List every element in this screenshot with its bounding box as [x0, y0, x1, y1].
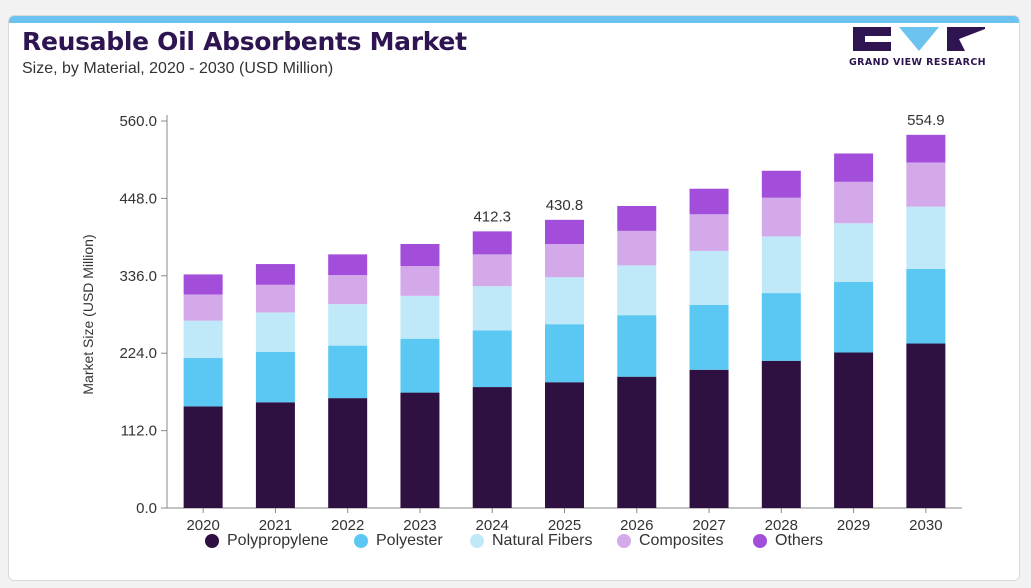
bar-segment-polyester-2024	[472, 330, 512, 388]
bar-segment-composites-2020	[183, 294, 223, 321]
legend-label: Polyester	[376, 532, 443, 549]
bar-segment-others-2027	[689, 188, 729, 215]
bar-segment-polypropylene-2023	[400, 392, 440, 508]
bar-segment-natural-fibers-2025	[545, 277, 584, 325]
bar-segment-natural-fibers-2021	[255, 312, 295, 352]
x-tick-label: 2030	[909, 517, 942, 534]
bar-segment-polypropylene-2028	[761, 360, 801, 508]
bar-segment-natural-fibers-2024	[472, 286, 512, 331]
y-tick-label: 560.0	[119, 113, 157, 130]
bar-segment-polypropylene-2021	[255, 402, 295, 508]
y-tick-label: 0.0	[136, 500, 157, 517]
chart-legend: Polypropylene Polyester Natural Fibers Comp…	[0, 530, 1031, 554]
legend-label: Composites	[639, 532, 724, 549]
legend-label: Others	[775, 532, 824, 549]
legend-label: Polypropylene	[227, 532, 329, 549]
bar-segment-composites-2030	[906, 162, 946, 207]
bar-segment-polyester-2028	[761, 293, 801, 361]
bar-segment-natural-fibers-2029	[834, 223, 874, 283]
bar-segment-others-2023	[400, 244, 440, 267]
bar-segment-composites-2024	[472, 254, 512, 287]
bar-segment-composites-2026	[617, 230, 657, 266]
y-tick-label: 224.0	[119, 345, 157, 362]
y-tick-label: 112.0	[121, 423, 157, 440]
bar-segment-composites-2023	[400, 266, 440, 296]
x-tick-label: 2021	[259, 517, 292, 534]
bar-segment-polyester-2026	[617, 315, 657, 377]
legend-swatch	[470, 534, 484, 548]
bar-segment-polypropylene-2025	[545, 382, 584, 508]
x-tick-label: 2022	[331, 517, 364, 534]
x-tick-label: 2028	[765, 517, 798, 534]
bar-segment-polyester-2023	[400, 338, 440, 393]
x-tick-label: 2020	[186, 517, 219, 534]
bar-segment-polyester-2025	[545, 324, 584, 383]
bar-segment-natural-fibers-2027	[689, 250, 729, 305]
logo-text: GRAND VIEW RESEARCH	[848, 57, 987, 68]
bar-segment-others-2024	[472, 231, 512, 255]
bar-segment-composites-2028	[761, 197, 801, 237]
total-label-2025: 430.8	[546, 197, 584, 214]
x-tick-label: 2029	[837, 517, 870, 534]
legend-item-others: Others	[753, 530, 823, 552]
accent-bar	[9, 16, 1019, 23]
chart-title: Reusable Oil Absorbents Market	[22, 27, 467, 56]
bar-segment-others-2025	[545, 219, 584, 245]
grand-view-research-logo: GRAND VIEW RESEARCH	[845, 27, 990, 89]
bar-segment-polyester-2030	[906, 268, 946, 344]
bar-segment-polyester-2022	[328, 345, 368, 399]
legend-swatch	[617, 534, 631, 548]
total-label-2030: 554.9	[907, 112, 945, 129]
legend-swatch	[753, 534, 767, 548]
bar-segment-composites-2025	[545, 244, 584, 278]
bar-segment-composites-2021	[255, 284, 295, 313]
bar-segment-polypropylene-2029	[834, 352, 874, 508]
bar-segment-polypropylene-2027	[689, 369, 729, 508]
x-tick-label: 2023	[403, 517, 436, 534]
y-tick-label: 336.0	[119, 268, 157, 285]
bar-segment-polyester-2021	[255, 351, 295, 403]
bar-segment-natural-fibers-2020	[183, 320, 223, 359]
legend-item-polyester: Polyester	[354, 530, 443, 552]
bar-segment-natural-fibers-2022	[328, 304, 368, 346]
bar-segment-natural-fibers-2028	[761, 236, 801, 294]
x-tick-label: 2024	[476, 517, 509, 534]
chart-subtitle: Size, by Material, 2020 - 2030 (USD Mill…	[22, 60, 334, 77]
bar-segment-polypropylene-2022	[328, 398, 368, 508]
logo-mark-icon	[853, 27, 985, 51]
bar-segment-natural-fibers-2026	[617, 265, 657, 316]
bar-segment-polypropylene-2026	[617, 376, 657, 508]
bar-segment-others-2022	[328, 254, 368, 276]
y-tick-label: 448.0	[119, 190, 157, 207]
legend-item-composites: Composites	[617, 530, 723, 552]
x-tick-label: 2026	[620, 517, 653, 534]
legend-swatch	[354, 534, 368, 548]
bar-segment-others-2028	[761, 170, 801, 198]
bar-segment-composites-2022	[328, 275, 368, 305]
bar-segment-others-2030	[906, 134, 946, 163]
legend-item-natural-fibers: Natural Fibers	[470, 530, 592, 552]
bar-segment-others-2029	[834, 153, 874, 182]
bar-segment-polyester-2029	[834, 282, 874, 353]
bar-segment-natural-fibers-2023	[400, 295, 440, 339]
bar-segment-others-2020	[183, 274, 223, 295]
bar-segment-composites-2029	[834, 181, 874, 224]
x-tick-label: 2025	[548, 517, 581, 534]
bar-segment-polypropylene-2020	[183, 406, 223, 508]
bar-segment-polyester-2027	[689, 304, 729, 370]
bar-segment-others-2026	[617, 206, 657, 231]
bar-segment-others-2021	[255, 264, 295, 285]
y-axis-label: Market Size (USD Million)	[80, 234, 96, 394]
bar-segment-polypropylene-2030	[906, 343, 946, 508]
bar-segment-composites-2027	[689, 214, 729, 251]
legend-swatch	[205, 534, 219, 548]
bar-segment-natural-fibers-2030	[906, 206, 946, 269]
bar-segment-polyester-2020	[183, 358, 223, 407]
x-tick-label: 2027	[692, 517, 725, 534]
total-label-2024: 412.3	[473, 208, 511, 225]
bar-segment-polypropylene-2024	[472, 387, 512, 508]
legend-label: Natural Fibers	[492, 532, 593, 549]
legend-item-polypropylene: Polypropylene	[205, 530, 328, 552]
